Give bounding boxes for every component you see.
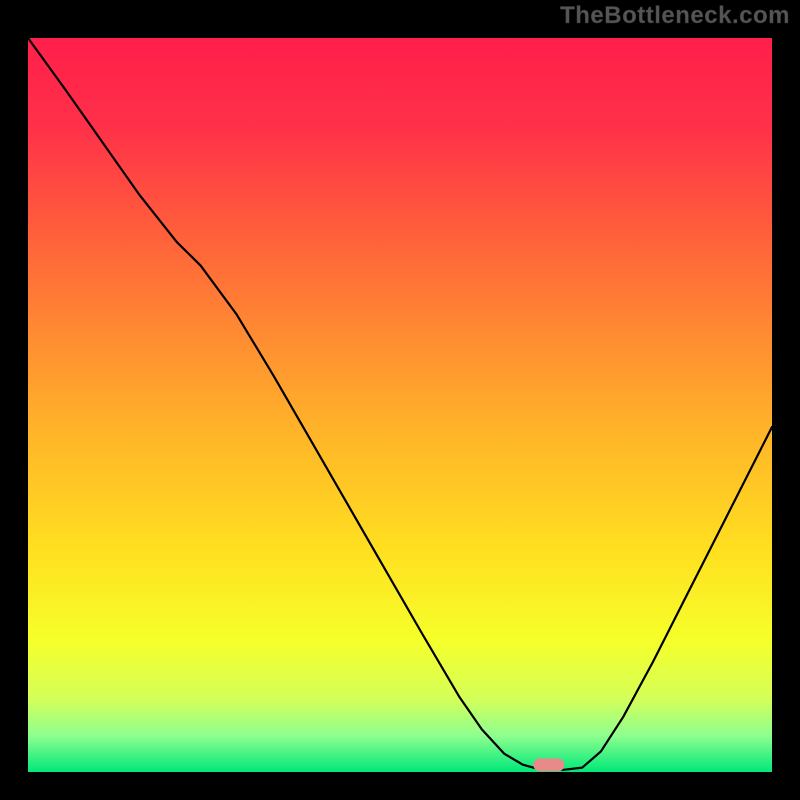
watermark-text: TheBottleneck.com — [560, 2, 790, 30]
optimum-marker — [533, 758, 564, 771]
plot-gradient-background — [28, 38, 772, 772]
gradient-rect — [28, 38, 772, 772]
figure-root: TheBottleneck.com — [0, 0, 800, 800]
